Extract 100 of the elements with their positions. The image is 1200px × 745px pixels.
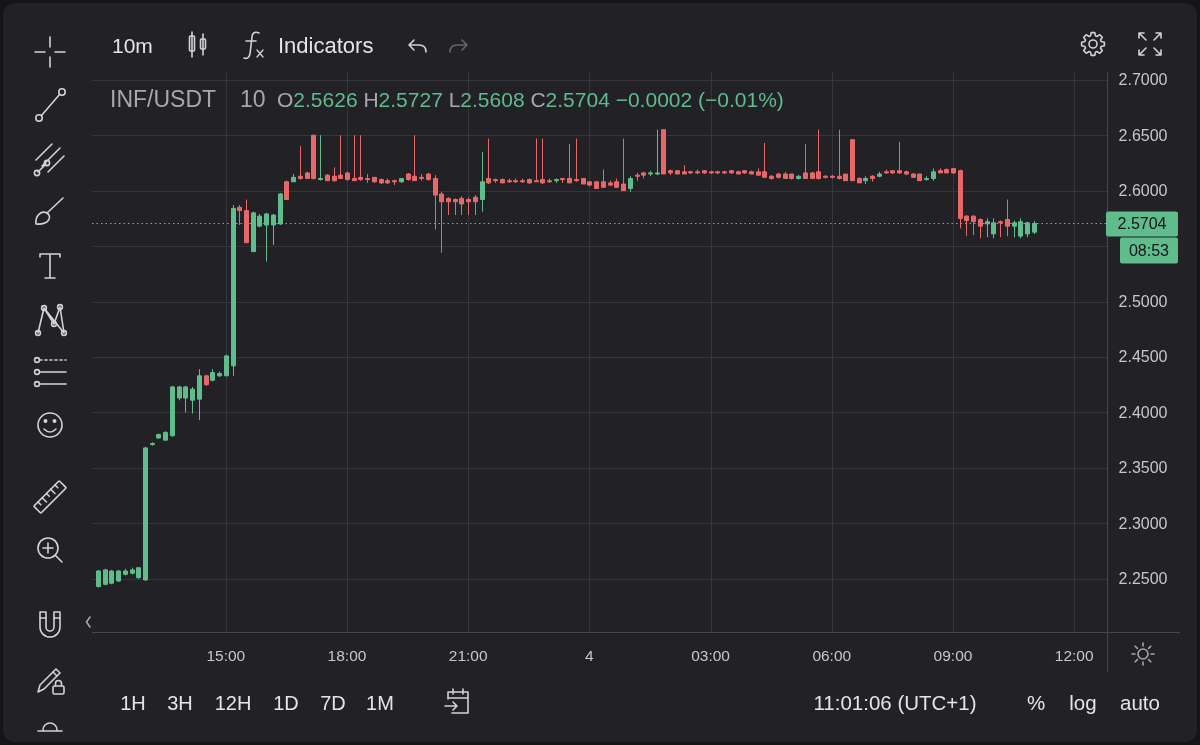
candlestick xyxy=(284,180,289,201)
candlestick xyxy=(978,217,983,239)
candlestick xyxy=(574,138,579,183)
candlestick xyxy=(971,214,976,236)
candlestick xyxy=(695,169,700,175)
candlestick xyxy=(365,173,370,184)
candlestick xyxy=(951,167,956,175)
candlestick xyxy=(486,138,491,185)
y-tick-label: 2.7000 xyxy=(1118,71,1168,89)
candlestick xyxy=(298,145,303,181)
candlestick xyxy=(857,176,862,184)
candlestick xyxy=(446,196,451,216)
text: 08:53 xyxy=(1128,242,1170,260)
x-tick-label: 21:00 xyxy=(448,647,488,664)
y-tick-label: 2.3000 xyxy=(1118,514,1168,532)
candlestick xyxy=(190,386,195,415)
text: 10m xyxy=(112,34,153,57)
candlestick xyxy=(116,569,121,583)
y-tick-label: 2.6500 xyxy=(1118,126,1168,144)
candlestick xyxy=(372,176,377,184)
candlestick xyxy=(803,143,808,179)
text: 3H xyxy=(167,692,193,714)
y-tick-label: 2.3500 xyxy=(1118,459,1168,477)
candlestick xyxy=(998,220,1003,238)
candlestick xyxy=(567,143,572,184)
candlestick xyxy=(197,368,202,421)
y-tick-label: 2.4500 xyxy=(1118,348,1168,366)
candlestick xyxy=(863,175,868,185)
candlestick xyxy=(931,167,936,182)
candlestick xyxy=(823,174,828,179)
ref-line-label: 2.5704 xyxy=(1117,215,1167,233)
y-tick-label: 2.2500 xyxy=(1118,570,1168,588)
candlestick xyxy=(850,139,855,182)
candlestick xyxy=(547,177,552,184)
text: 11:01:06 (UTC+1) xyxy=(813,691,977,714)
y-tick-label: 2.4000 xyxy=(1118,403,1168,421)
candlestick xyxy=(870,174,875,183)
candlestick xyxy=(204,374,209,387)
text: 1D xyxy=(273,692,299,714)
candlestick xyxy=(722,170,727,175)
candlestick xyxy=(345,171,350,182)
x-tick-label: 18:00 xyxy=(327,647,367,664)
candlestick xyxy=(480,151,485,213)
candlestick xyxy=(830,174,835,179)
annotation: O2.5626 H2.5727 L2.5608 C2.5704 −0.0002 (−0.01%) xyxy=(277,88,784,111)
candlestick xyxy=(156,433,161,440)
candlestick xyxy=(325,173,330,182)
candlestick xyxy=(473,194,478,216)
candlestick xyxy=(392,179,397,186)
candlestick xyxy=(426,172,431,182)
text: 10 xyxy=(240,86,266,112)
candlestick xyxy=(655,129,660,176)
x-tick-label: 03:00 xyxy=(691,647,731,664)
candlestick xyxy=(904,170,909,176)
candlestick xyxy=(466,196,471,216)
candlestick xyxy=(143,446,148,582)
candlestick xyxy=(217,370,222,378)
candlestick xyxy=(163,430,168,441)
candlestick xyxy=(675,170,680,175)
text: auto xyxy=(1120,691,1160,714)
candlestick xyxy=(776,172,781,179)
candlestick xyxy=(668,169,673,176)
candlestick xyxy=(244,199,249,244)
x-tick-label: 15:00 xyxy=(206,647,246,664)
text: 7D xyxy=(320,692,346,714)
candlestick xyxy=(123,568,128,576)
text: 1H xyxy=(120,692,146,714)
candlestick xyxy=(729,170,734,175)
candlestick xyxy=(399,177,404,184)
candlestick xyxy=(170,385,175,438)
candlestick xyxy=(749,170,754,175)
x-tick-label: 4 xyxy=(585,647,595,664)
text: INF/USDT xyxy=(110,86,217,112)
candlestick xyxy=(877,171,882,178)
text: 1M xyxy=(366,692,394,714)
candlestick xyxy=(493,177,498,184)
y-tick-label: 2.5000 xyxy=(1118,293,1168,311)
candlestick xyxy=(520,177,525,184)
candlestick xyxy=(527,177,532,185)
y-tick-label: 2.6000 xyxy=(1118,182,1168,200)
candlestick xyxy=(560,177,565,184)
candlestick xyxy=(1005,199,1010,237)
text: 12H xyxy=(214,692,252,714)
candlestick xyxy=(224,354,229,377)
candlestick xyxy=(621,138,626,192)
candlestick xyxy=(150,441,155,447)
text: Indicators xyxy=(278,33,374,58)
candlestick xyxy=(628,175,633,193)
candlestick xyxy=(554,177,559,184)
candlestick xyxy=(237,204,242,226)
candlestick xyxy=(291,173,296,183)
candlestick xyxy=(769,174,774,181)
candlestick xyxy=(648,170,653,177)
candlestick xyxy=(318,134,323,182)
candlestick xyxy=(594,181,599,189)
candlestick xyxy=(924,175,929,182)
candlestick xyxy=(897,141,902,175)
candlestick xyxy=(601,169,606,188)
x-tick-label: 06:00 xyxy=(812,647,852,664)
candlestick xyxy=(796,174,801,181)
